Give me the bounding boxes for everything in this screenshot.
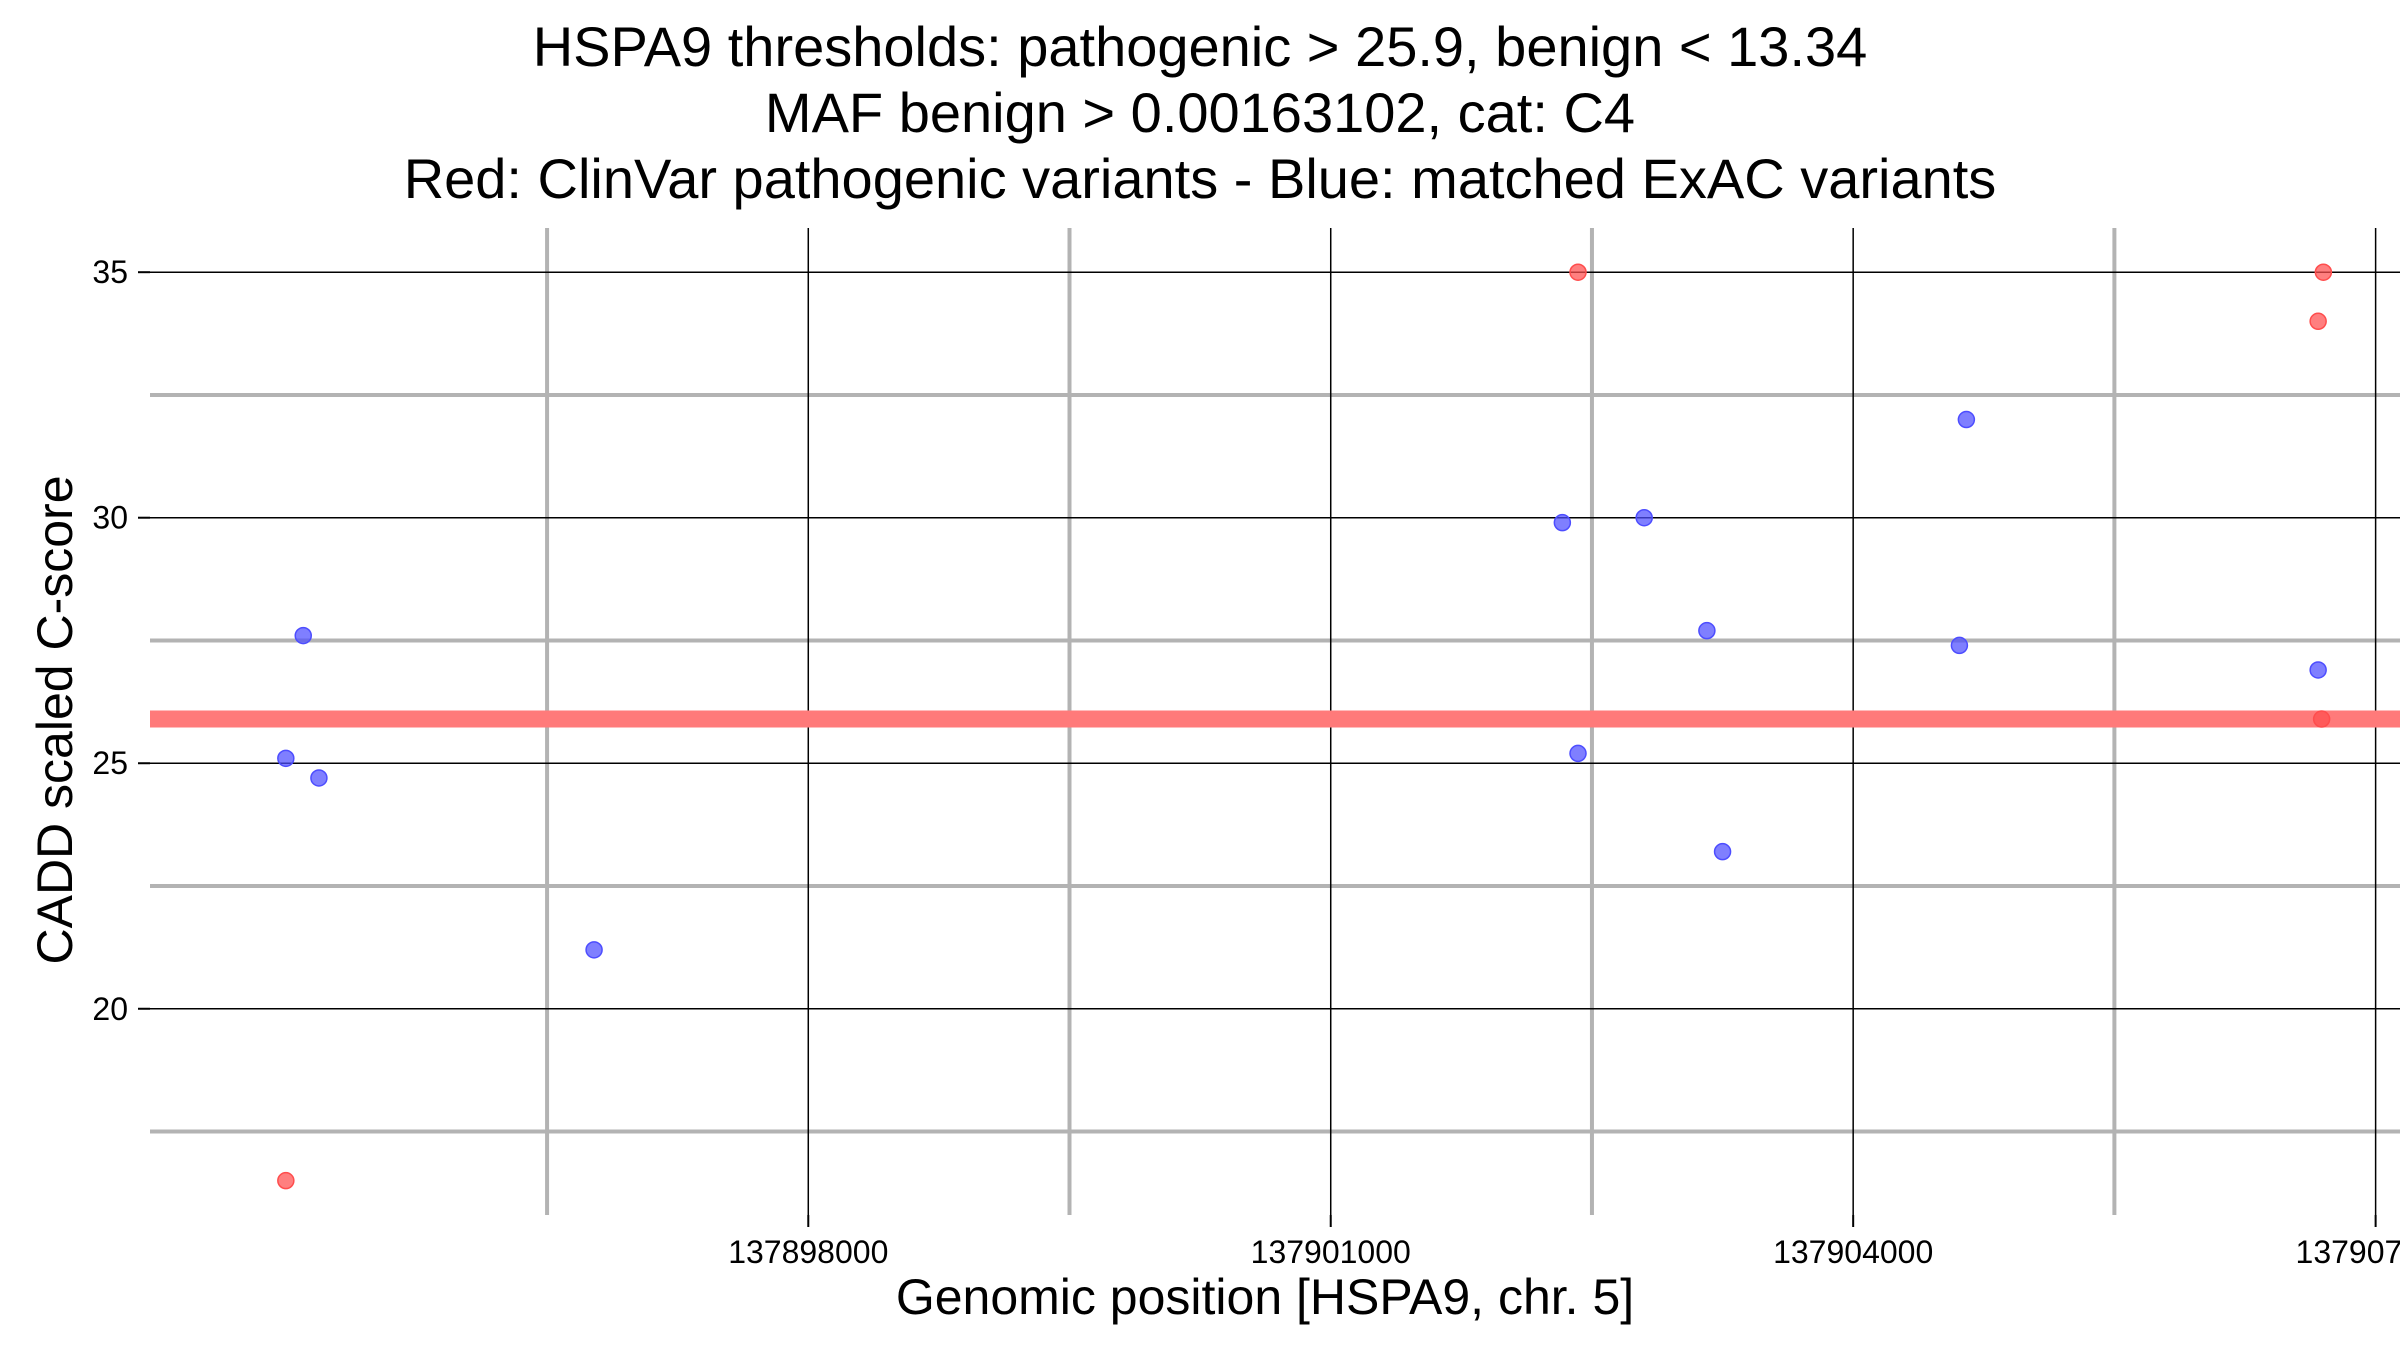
exac-point [1553, 513, 1572, 532]
clinvar-point [2312, 710, 2331, 728]
exac-point [1569, 744, 1587, 763]
y-tick-label: 20 [92, 991, 128, 1027]
title-line-2: MAF benign > 0.00163102, cat: C4 [764, 81, 1636, 144]
clinvar-point [277, 1171, 295, 1190]
exac-point [294, 626, 313, 645]
exac-point [1698, 621, 1716, 640]
exac-point [1957, 410, 1976, 429]
y-tick-label: 25 [92, 745, 128, 781]
exac-point [277, 749, 295, 768]
y-tick-label: 35 [92, 254, 128, 290]
x-tick-label: 137898000 [728, 1234, 888, 1270]
x-tick-label: 137907000 [2296, 1234, 2400, 1270]
exac-point [1950, 636, 1969, 655]
clinvar-point [2309, 312, 2327, 331]
x-tick-label: 137901000 [1251, 1234, 1411, 1270]
exac-point [2309, 661, 2327, 679]
title-line-3: Red: ClinVar pathogenic variants - Blue:… [403, 147, 1997, 210]
clinvar-point [1569, 263, 1587, 281]
clinvar-point [2314, 263, 2333, 281]
exac-point [1635, 508, 1653, 527]
y-tick-label: 30 [92, 500, 128, 536]
title-line-1: HSPA9 thresholds: pathogenic > 25.9, ben… [532, 15, 1868, 78]
y-axis-label: CADD scaled C-score [27, 475, 83, 965]
chart-title: HSPA9 thresholds: pathogenic > 25.9, ben… [0, 14, 2400, 212]
exac-point [1713, 842, 1732, 861]
x-tick-label: 137904000 [1773, 1234, 1933, 1270]
exac-point [310, 769, 328, 787]
exac-point [585, 941, 603, 959]
x-axis-label: Genomic position [HSPA9, chr. 5] [895, 1269, 1635, 1325]
